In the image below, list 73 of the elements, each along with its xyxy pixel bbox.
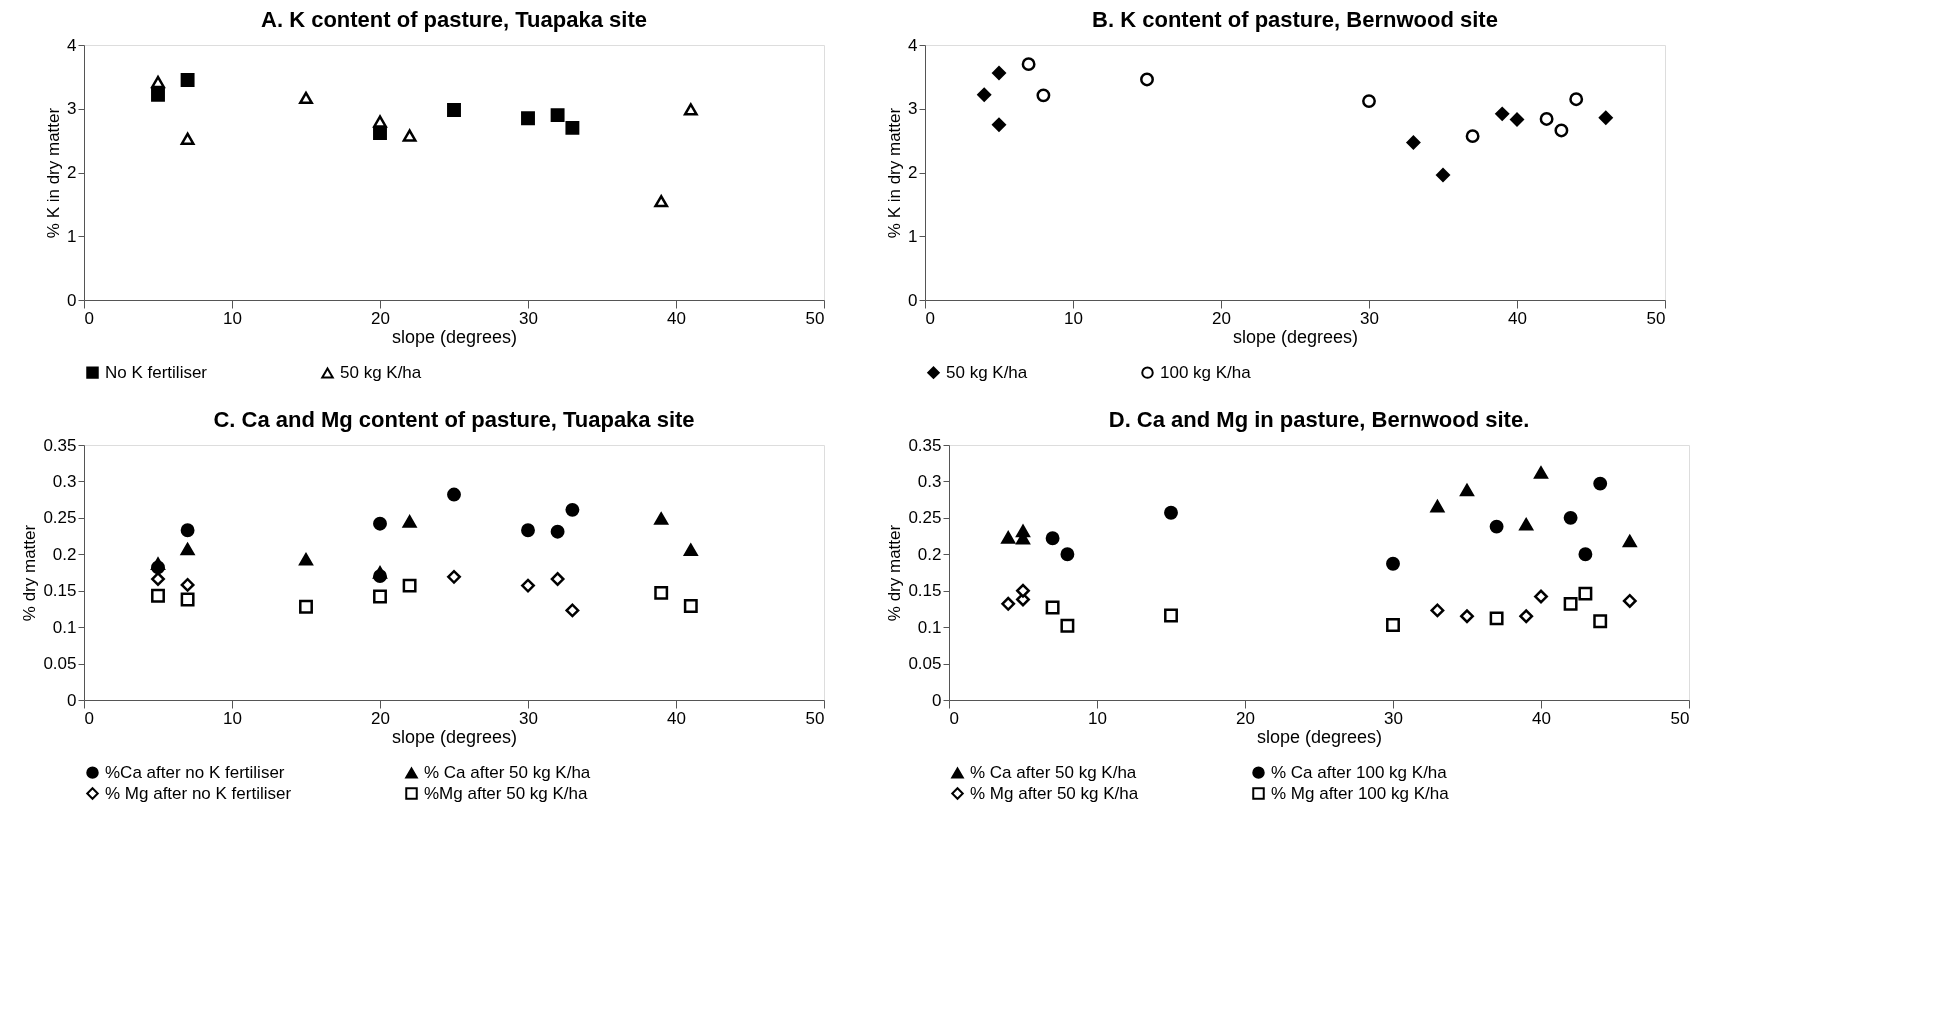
x-tick-label: 20 [1212, 308, 1231, 328]
x-tick-label: 20 [371, 308, 390, 328]
legend-label: % Ca after 50 kg K/ha [970, 762, 1137, 782]
x-tick-label: 10 [1064, 308, 1083, 328]
x-tick-label: 0 [949, 708, 959, 728]
x-tick-label: 10 [223, 708, 242, 728]
x-tick-label: 40 [667, 308, 686, 328]
y-tick-label: 1 [67, 226, 77, 246]
x-tick-label: 50 [805, 308, 825, 328]
x-axis-title: slope (degrees) [1256, 726, 1383, 747]
x-tick-label: 30 [1360, 308, 1379, 328]
x-tick-label: 30 [519, 308, 538, 328]
y-tick-label: 0.15 [908, 581, 942, 601]
x-tick-label: 20 [371, 708, 390, 728]
chart-title: C. Ca and Mg content of pasture, Tuapaka site [213, 407, 695, 432]
y-tick-label: 3 [67, 99, 77, 119]
y-tick-label: 4 [67, 35, 77, 55]
y-tick-label: 0.3 [917, 471, 942, 491]
y-tick-label: 0.05 [43, 654, 77, 674]
legend-label: %Ca after no K fertiliser [105, 762, 285, 782]
chart-title: A. K content of pasture, Tuapaka site [261, 7, 647, 32]
legend-label: No K fertiliser [105, 362, 208, 382]
y-tick-label: 0 [67, 690, 77, 710]
legend-label: % Mg after 50 kg K/ha [970, 783, 1139, 803]
x-tick-label: 30 [519, 708, 538, 728]
x-tick-label: 20 [1236, 708, 1255, 728]
y-tick-label: 0.3 [52, 471, 77, 491]
y-tick-label: 0.2 [52, 544, 77, 564]
x-tick-label: 40 [667, 708, 686, 728]
x-axis-title: slope (degrees) [391, 326, 518, 347]
legend-label: %Mg after 50 kg K/ha [424, 783, 589, 803]
y-axis-title: % dry matter [885, 524, 905, 622]
legend-label: % Ca after 100 kg K/ha [1271, 762, 1448, 782]
legend-label: 50 kg K/ha [340, 362, 422, 382]
y-tick-label: 0.35 [43, 435, 77, 455]
legend-label: 100 kg K/ha [1160, 362, 1252, 382]
y-tick-label: 2 [908, 163, 918, 182]
y-tick-label: 2 [67, 163, 77, 182]
x-tick-label: 40 [1532, 708, 1551, 728]
y-tick-label: 3 [908, 99, 918, 119]
chart-title: B. K content of pasture, Bernwood site [1092, 7, 1498, 32]
y-tick-label: 0.1 [52, 617, 77, 637]
x-tick-label: 50 [805, 708, 825, 728]
y-tick-label: 0 [908, 290, 918, 310]
x-tick-label: 30 [1384, 708, 1403, 728]
x-tick-label: 10 [1088, 708, 1107, 728]
x-tick-label: 0 [84, 708, 94, 728]
x-tick-label: 0 [84, 308, 94, 328]
y-tick-label: 1 [908, 226, 918, 246]
x-tick-label: 40 [1508, 308, 1527, 328]
y-axis-title: % dry matter [20, 524, 40, 622]
x-tick-label: 50 [1670, 708, 1690, 728]
legend-label: % Ca after 50 kg K/ha [424, 762, 591, 782]
x-tick-label: 10 [223, 308, 242, 328]
x-tick-label: 50 [1646, 308, 1666, 328]
y-tick-label: 0.35 [908, 435, 942, 455]
y-tick-label: 4 [908, 35, 918, 55]
y-tick-label: 0 [932, 690, 942, 710]
x-axis-title: slope (degrees) [391, 726, 518, 747]
y-tick-label: 0.05 [908, 654, 942, 674]
legend-label: 50 kg K/ha [946, 362, 1028, 382]
y-tick-label: 0.2 [917, 544, 942, 564]
y-tick-label: 0.25 [43, 508, 77, 528]
y-axis-title: % K in dry matter [885, 107, 905, 239]
y-tick-label: 0.1 [917, 617, 942, 637]
chart-title: D. Ca and Mg in pasture, Bernwood site. [1108, 407, 1530, 432]
y-tick-label: 0.15 [43, 581, 77, 601]
y-axis-title: % K in dry matter [44, 107, 64, 239]
legend-label: % Mg after no K fertiliser [105, 783, 292, 803]
legend-label: % Mg after 100 kg K/ha [1271, 783, 1450, 803]
x-axis-title: slope (degrees) [1232, 326, 1359, 347]
y-tick-label: 0.25 [908, 508, 942, 528]
y-tick-label: 0 [67, 290, 77, 310]
